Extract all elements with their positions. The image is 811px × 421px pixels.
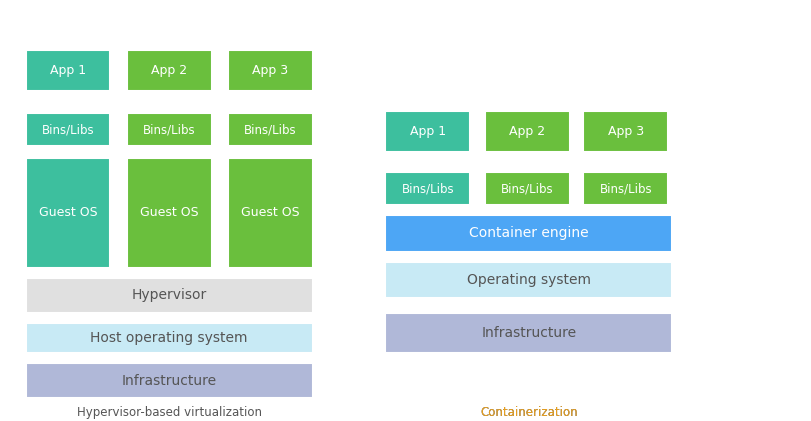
Text: App 2: App 2: [151, 64, 187, 77]
FancyBboxPatch shape: [385, 111, 470, 152]
FancyBboxPatch shape: [127, 113, 212, 146]
FancyBboxPatch shape: [485, 172, 569, 205]
Text: Guest OS: Guest OS: [139, 206, 199, 219]
FancyBboxPatch shape: [228, 50, 312, 91]
Text: Guest OS: Guest OS: [39, 206, 97, 219]
FancyBboxPatch shape: [26, 50, 110, 91]
FancyBboxPatch shape: [26, 363, 312, 398]
Text: Hypervisor: Hypervisor: [131, 288, 207, 302]
Text: Host operating system: Host operating system: [90, 331, 248, 345]
FancyBboxPatch shape: [127, 158, 212, 268]
FancyBboxPatch shape: [228, 113, 312, 146]
FancyBboxPatch shape: [228, 158, 312, 268]
FancyBboxPatch shape: [385, 172, 470, 205]
Text: Hypervisor-based virtualization: Hypervisor-based virtualization: [76, 406, 262, 419]
FancyBboxPatch shape: [26, 158, 110, 268]
Text: Guest OS: Guest OS: [241, 206, 299, 219]
Text: Bins/Libs: Bins/Libs: [401, 182, 454, 195]
Text: Bins/Libs: Bins/Libs: [41, 123, 94, 136]
FancyBboxPatch shape: [583, 172, 668, 205]
Text: Containerization: Containerization: [480, 406, 577, 419]
Text: Operating system: Operating system: [467, 273, 590, 287]
Text: Bins/Libs: Bins/Libs: [244, 123, 297, 136]
FancyBboxPatch shape: [385, 313, 672, 353]
Text: Bins/Libs: Bins/Libs: [501, 182, 553, 195]
FancyBboxPatch shape: [26, 113, 110, 146]
Text: App 1: App 1: [410, 125, 446, 138]
Text: App 3: App 3: [252, 64, 288, 77]
Text: Container engine: Container engine: [469, 226, 589, 240]
FancyBboxPatch shape: [26, 278, 312, 313]
FancyBboxPatch shape: [485, 111, 569, 152]
Text: Bins/Libs: Bins/Libs: [143, 123, 195, 136]
FancyBboxPatch shape: [385, 215, 672, 252]
FancyBboxPatch shape: [583, 111, 668, 152]
Text: Containerization: Containerization: [480, 406, 577, 419]
FancyBboxPatch shape: [127, 50, 212, 91]
Text: Bins/Libs: Bins/Libs: [599, 182, 652, 195]
Text: App 3: App 3: [607, 125, 644, 138]
Text: App 2: App 2: [509, 125, 545, 138]
Text: App 1: App 1: [50, 64, 86, 77]
Text: Infrastructure: Infrastructure: [122, 374, 217, 388]
FancyBboxPatch shape: [26, 323, 312, 353]
Text: Infrastructure: Infrastructure: [481, 326, 577, 340]
FancyBboxPatch shape: [385, 262, 672, 298]
